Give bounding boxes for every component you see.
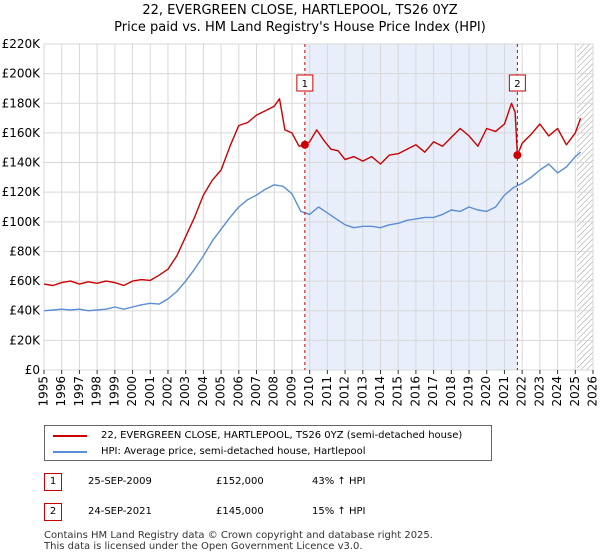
- sale-label: 1: [302, 79, 308, 90]
- y-tick-label: £160K: [2, 126, 42, 140]
- series-line-property: [44, 98, 582, 287]
- sale-point: [513, 151, 522, 160]
- x-tick-label: 2014: [373, 376, 387, 407]
- y-tick-label: £40K: [9, 304, 41, 318]
- x-tick-label: 1999: [107, 376, 121, 407]
- x-tick-label: 2015: [391, 376, 405, 407]
- x-tick-label: 2008: [267, 376, 281, 407]
- x-tick-label: 2025: [568, 376, 582, 407]
- sale-point: [300, 140, 309, 149]
- x-tick-label: 2011: [320, 376, 334, 407]
- chart-title-block: 22, EVERGREEN CLOSE, HARTLEPOOL, TS26 0Y…: [0, 2, 600, 36]
- sale-label: 2: [514, 79, 520, 90]
- x-tick-label: 2001: [143, 376, 157, 407]
- forecast-hatch: [577, 44, 593, 370]
- x-tick-label: 2005: [214, 376, 228, 407]
- x-tick-label: 2009: [284, 376, 298, 407]
- series-line-hpi: [44, 151, 582, 312]
- legend: 22, EVERGREEN CLOSE, HARTLEPOOL, TS26 0Y…: [44, 425, 492, 461]
- ownership-period-shade: [304, 44, 518, 370]
- y-tick-label: £120K: [2, 185, 42, 199]
- x-tick-label: 2020: [479, 376, 493, 407]
- transaction-date: 25-SEP-2009: [88, 476, 152, 487]
- y-tick-label: £0: [25, 363, 40, 377]
- x-tick-label: 2000: [125, 376, 139, 407]
- y-tick-label: £200K: [2, 67, 42, 81]
- transaction-hpi-change: 15% ↑ HPI: [312, 506, 366, 517]
- transaction-date: 24-SEP-2021: [88, 506, 152, 517]
- y-tick-label: £20K: [9, 333, 41, 347]
- footer-line: This data is licensed under the Open Gov…: [44, 541, 363, 552]
- x-tick-label: 2010: [302, 376, 316, 407]
- transaction-price: £152,000: [216, 476, 264, 487]
- transaction-hpi-change: 43% ↑ HPI: [312, 476, 366, 487]
- y-tick-label: £220K: [2, 37, 42, 51]
- x-tick-label: 2007: [249, 376, 263, 407]
- transaction-price: £145,000: [216, 506, 264, 517]
- x-tick-label: 2023: [532, 376, 546, 407]
- footer-line: Contains HM Land Registry data © Crown c…: [44, 530, 433, 541]
- x-tick-label: 2021: [497, 376, 511, 407]
- x-tick-label: 2002: [160, 376, 174, 407]
- transaction-number-badge: 1: [44, 473, 62, 491]
- x-tick-label: 2016: [408, 376, 422, 407]
- x-tick-label: 2017: [426, 376, 440, 407]
- x-tick-label: 2018: [444, 376, 458, 407]
- y-tick-label: £180K: [2, 96, 42, 110]
- x-tick-label: 2003: [178, 376, 192, 407]
- sale-label-box: [508, 74, 526, 92]
- x-tick-label: 2012: [338, 376, 352, 407]
- x-tick-label: 2024: [550, 376, 564, 407]
- y-tick-label: £140K: [2, 156, 42, 170]
- chart-subtitle: Price paid vs. HM Land Registry's House …: [114, 20, 486, 35]
- y-tick-label: £80K: [9, 244, 41, 258]
- legend-swatch-property: [53, 435, 87, 437]
- legend-label-property: 22, EVERGREEN CLOSE, HARTLEPOOL, TS26 0Y…: [101, 430, 463, 441]
- footer-attribution: Contains HM Land Registry data © Crown c…: [44, 530, 433, 552]
- x-tick-label: 2006: [231, 376, 245, 407]
- x-tick-label: 1998: [90, 376, 104, 407]
- y-tick-label: £100K: [2, 215, 42, 229]
- x-tick-label: 1995: [37, 376, 51, 407]
- price-chart: 1 2 £0 £20K £40K £60K £80K £100K £120K £140K £160…: [2, 37, 600, 407]
- y-tick-label: £60K: [9, 274, 41, 288]
- x-tick-label: 2026: [586, 376, 600, 407]
- x-tick-label: 1997: [72, 376, 86, 407]
- x-tick-label: 1996: [54, 376, 68, 407]
- x-tick-label: 2013: [355, 376, 369, 407]
- chart-title: 22, EVERGREEN CLOSE, HARTLEPOOL, TS26 0Y…: [142, 3, 458, 18]
- x-tick-label: 2019: [462, 376, 476, 407]
- legend-swatch-hpi: [53, 451, 87, 453]
- transaction-number-badge: 2: [44, 503, 62, 521]
- x-tick-label: 2022: [515, 376, 529, 407]
- sale-label-box: [296, 74, 314, 92]
- legend-label-hpi: HPI: Average price, semi-detached house,…: [101, 446, 366, 457]
- x-tick-label: 2004: [196, 376, 210, 407]
